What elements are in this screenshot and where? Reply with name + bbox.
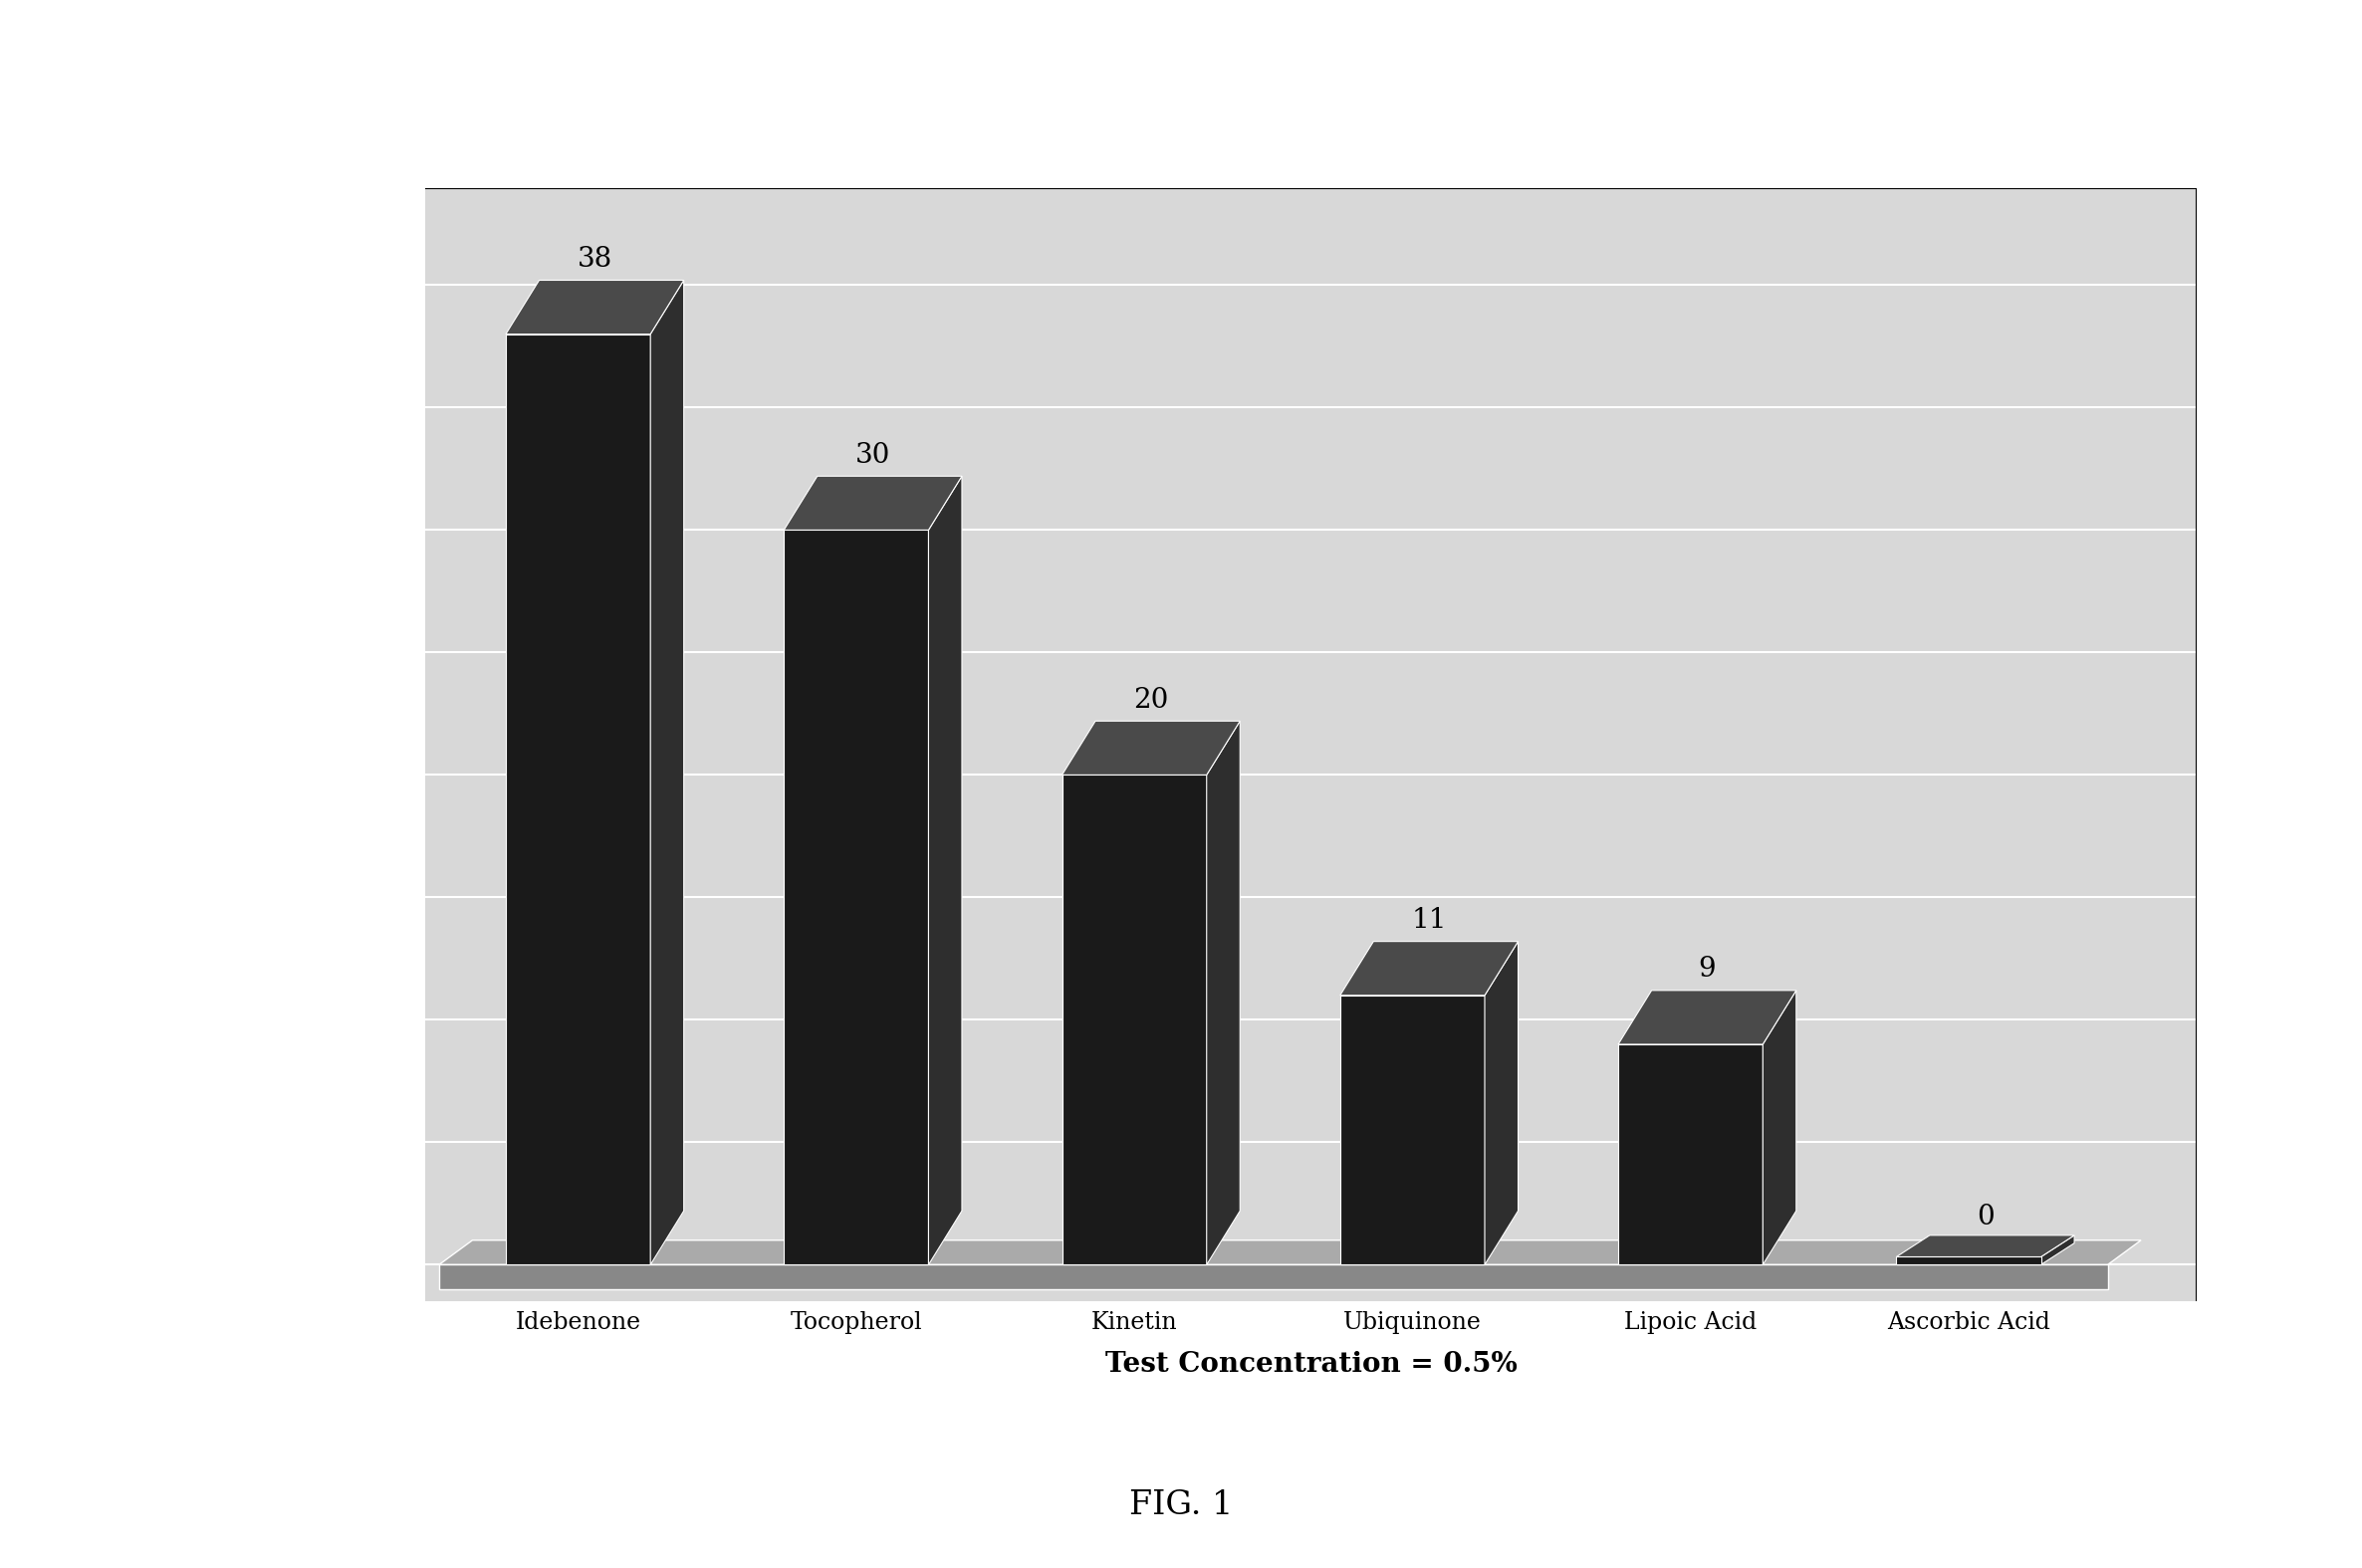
Bar (1897, 1258, 2041, 1265)
Polygon shape (1063, 721, 1240, 775)
Polygon shape (1339, 941, 1519, 996)
Bar (1618, 1044, 1762, 1265)
Polygon shape (650, 281, 683, 1265)
Text: 9: 9 (1698, 956, 1715, 983)
Bar (1063, 775, 1207, 1265)
Bar (505, 334, 650, 1265)
Text: 11: 11 (1412, 908, 1448, 935)
Text: 30: 30 (855, 442, 890, 469)
Text: 35: 35 (345, 315, 378, 339)
X-axis label: Test Concentration = 0.5%: Test Concentration = 0.5% (1105, 1350, 1516, 1378)
Polygon shape (1897, 1236, 2074, 1258)
Bar (784, 530, 928, 1265)
Polygon shape (928, 477, 961, 1265)
Text: 5: 5 (361, 1151, 378, 1174)
Text: 25: 25 (345, 594, 378, 618)
Polygon shape (439, 1240, 2140, 1265)
Text: 0: 0 (1977, 1204, 1994, 1231)
Text: 10: 10 (345, 1011, 378, 1035)
Polygon shape (2041, 1236, 2074, 1265)
Polygon shape (1486, 941, 1519, 1265)
Polygon shape (784, 477, 961, 530)
Text: 40: 40 (345, 176, 378, 201)
Text: FIG. 1: FIG. 1 (1129, 1490, 1233, 1521)
Text: 20: 20 (345, 732, 378, 757)
Polygon shape (505, 281, 683, 334)
Text: 38: 38 (576, 246, 612, 273)
Text: 30: 30 (345, 455, 378, 478)
Bar (1339, 996, 1486, 1265)
Text: 0: 0 (361, 1289, 378, 1314)
Text: 20: 20 (1134, 687, 1169, 713)
Polygon shape (1207, 721, 1240, 1265)
Text: 15: 15 (345, 872, 378, 895)
Polygon shape (1762, 991, 1795, 1265)
Text: Percent Sunburn Cell Reduction: Percent Sunburn Cell Reduction (201, 506, 224, 983)
Polygon shape (1618, 991, 1795, 1044)
Polygon shape (439, 1265, 2107, 1289)
